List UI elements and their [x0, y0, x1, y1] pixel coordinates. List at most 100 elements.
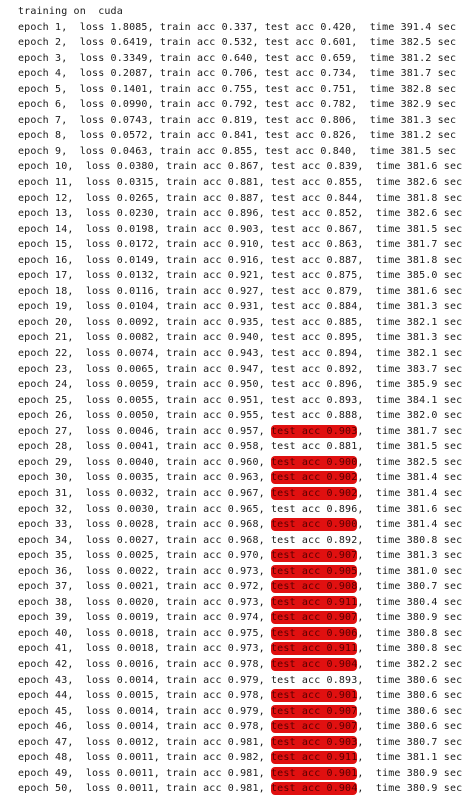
log-line-prefix: epoch 2, loss 0.6419, train acc 0.532,: [18, 37, 265, 49]
test-acc-value: test acc 0.734: [264, 68, 352, 80]
log-line-time: , time 380.4 sec: [357, 596, 463, 608]
test-acc-value: test acc 0.893: [271, 674, 358, 686]
log-line-time: , time 381.8 sec: [357, 254, 463, 266]
log-line-time: , time 381.5 sec: [351, 145, 457, 157]
log-line-prefix: epoch 41, loss 0.0018, train acc 0.973,: [18, 643, 271, 655]
log-line-time: , time 380.9 sec: [357, 767, 463, 779]
log-line-prefix: epoch 16, loss 0.0149, train acc 0.916,: [18, 254, 271, 266]
test-acc-value: test acc 0.751: [264, 83, 352, 95]
log-line-prefix: epoch 44, loss 0.0015, train acc 0.978,: [18, 690, 271, 702]
test-acc-value: test acc 0.885: [271, 316, 358, 328]
log-line: epoch 16, loss 0.0149, train acc 0.916, …: [18, 253, 471, 269]
log-line: epoch 5, loss 0.1401, train acc 0.755, t…: [18, 82, 471, 98]
test-acc-highlight: test acc 0.902: [271, 471, 358, 485]
log-line-time: , time 381.4 sec: [357, 519, 463, 531]
test-acc-value: test acc 0.879: [271, 285, 358, 297]
log-line-prefix: epoch 6, loss 0.0990, train acc 0.792,: [18, 99, 265, 111]
log-line: epoch 17, loss 0.0132, train acc 0.921, …: [18, 268, 471, 284]
log-line: epoch 39, loss 0.0019, train acc 0.974, …: [18, 610, 471, 626]
log-line-prefix: epoch 23, loss 0.0065, train acc 0.947,: [18, 363, 271, 375]
log-line-time: , time 381.7 sec: [357, 425, 463, 437]
log-line: epoch 14, loss 0.0198, train acc 0.903, …: [18, 222, 471, 238]
log-line-time: , time 381.2 sec: [351, 130, 457, 142]
log-line-prefix: epoch 39, loss 0.0019, train acc 0.974,: [18, 612, 271, 624]
log-line-time: , time 382.6 sec: [357, 177, 463, 189]
log-line: epoch 35, loss 0.0025, train acc 0.970, …: [18, 548, 471, 564]
log-line: epoch 12, loss 0.0265, train acc 0.887, …: [18, 191, 471, 207]
log-line-time: , time 381.7 sec: [357, 239, 463, 251]
log-line: epoch 30, loss 0.0035, train acc 0.963, …: [18, 470, 471, 486]
log-line-time: , time 381.8 sec: [357, 192, 463, 204]
log-line-time: , time 380.6 sec: [357, 690, 463, 702]
log-line-time: , time 382.8 sec: [351, 83, 457, 95]
log-line: epoch 10, loss 0.0380, train acc 0.867, …: [18, 159, 471, 175]
log-line-prefix: epoch 17, loss 0.0132, train acc 0.921,: [18, 270, 271, 282]
log-line: epoch 40, loss 0.0018, train acc 0.975, …: [18, 626, 471, 642]
log-line-prefix: epoch 19, loss 0.0104, train acc 0.931,: [18, 301, 271, 313]
log-line-time: , time 382.2 sec: [357, 658, 463, 670]
test-acc-highlight: test acc 0.904: [271, 782, 358, 796]
log-line-prefix: epoch 45, loss 0.0014, train acc 0.979,: [18, 705, 271, 717]
log-line-prefix: epoch 5, loss 0.1401, train acc 0.755,: [18, 83, 265, 95]
log-line-prefix: epoch 47, loss 0.0012, train acc 0.981,: [18, 736, 271, 748]
header-line: training on cuda: [18, 6, 123, 17]
test-acc-value: test acc 0.892: [271, 534, 358, 546]
log-line-time: , time 381.5 sec: [357, 441, 463, 453]
log-line: epoch 37, loss 0.0021, train acc 0.972, …: [18, 579, 471, 595]
log-line-time: , time 381.1 sec: [357, 752, 463, 764]
log-line-time: , time 380.8 sec: [357, 643, 463, 655]
log-line-prefix: epoch 22, loss 0.0074, train acc 0.943,: [18, 348, 271, 360]
log-line-time: , time 382.5 sec: [351, 37, 457, 49]
log-line-time: , time 382.6 sec: [357, 208, 463, 220]
test-acc-value: test acc 0.839: [271, 161, 358, 173]
log-line-prefix: epoch 34, loss 0.0027, train acc 0.968,: [18, 534, 271, 546]
log-line: epoch 28, loss 0.0041, train acc 0.958, …: [18, 439, 471, 455]
log-line-prefix: epoch 8, loss 0.0572, train acc 0.841,: [18, 130, 265, 142]
log-line-prefix: epoch 49, loss 0.0011, train acc 0.981,: [18, 767, 271, 779]
log-line: epoch 32, loss 0.0030, train acc 0.965, …: [18, 502, 471, 518]
test-acc-highlight: test acc 0.907: [271, 549, 358, 563]
log-line: epoch 46, loss 0.0014, train acc 0.978, …: [18, 719, 471, 735]
test-acc-highlight: test acc 0.911: [271, 642, 358, 656]
test-acc-highlight: test acc 0.907: [271, 720, 358, 734]
test-acc-highlight: test acc 0.904: [271, 657, 358, 671]
log-line-time: , time 381.6 sec: [357, 285, 463, 297]
log-line-time: , time 391.4 sec: [351, 21, 457, 33]
test-acc-highlight: test acc 0.911: [271, 595, 358, 609]
log-line-time: , time 381.7 sec: [351, 68, 457, 80]
log-line-prefix: epoch 43, loss 0.0014, train acc 0.979,: [18, 674, 271, 686]
log-line-prefix: epoch 14, loss 0.0198, train acc 0.903,: [18, 223, 271, 235]
log-line: epoch 23, loss 0.0065, train acc 0.947, …: [18, 362, 471, 378]
log-line: epoch 8, loss 0.0572, train acc 0.841, t…: [18, 128, 471, 144]
log-line-prefix: epoch 10, loss 0.0380, train acc 0.867,: [18, 161, 271, 173]
log-line: epoch 25, loss 0.0055, train acc 0.951, …: [18, 393, 471, 409]
log-line-time: , time 385.9 sec: [357, 379, 463, 391]
test-acc-value: test acc 0.894: [271, 348, 358, 360]
log-line: epoch 38, loss 0.0020, train acc 0.973, …: [18, 595, 471, 611]
log-line: epoch 22, loss 0.0074, train acc 0.943, …: [18, 346, 471, 362]
log-line-prefix: epoch 26, loss 0.0050, train acc 0.955,: [18, 410, 271, 422]
log-line: epoch 9, loss 0.0463, train acc 0.855, t…: [18, 144, 471, 160]
log-line: epoch 7, loss 0.0743, train acc 0.819, t…: [18, 113, 471, 129]
log-line: epoch 27, loss 0.0046, train acc 0.957, …: [18, 424, 471, 440]
test-acc-highlight: test acc 0.901: [271, 689, 358, 703]
log-line-time: , time 382.5 sec: [357, 456, 463, 468]
test-acc-value: test acc 0.896: [271, 503, 358, 515]
log-line: epoch 11, loss 0.0315, train acc 0.881, …: [18, 175, 471, 191]
test-acc-value: test acc 0.806: [264, 114, 352, 126]
log-line-prefix: epoch 25, loss 0.0055, train acc 0.951,: [18, 394, 271, 406]
test-acc-value: test acc 0.888: [271, 410, 358, 422]
log-line: epoch 48, loss 0.0011, train acc 0.982, …: [18, 750, 471, 766]
log-line: epoch 18, loss 0.0116, train acc 0.927, …: [18, 284, 471, 300]
log-line-prefix: epoch 13, loss 0.0230, train acc 0.896,: [18, 208, 271, 220]
log-line-time: , time 385.0 sec: [357, 270, 463, 282]
log-line: epoch 15, loss 0.0172, train acc 0.910, …: [18, 237, 471, 253]
test-acc-value: test acc 0.895: [271, 332, 358, 344]
test-acc-value: test acc 0.896: [271, 379, 358, 391]
log-line-time: , time 381.3 sec: [357, 550, 463, 562]
test-acc-value: test acc 0.659: [264, 52, 352, 64]
log-line: epoch 26, loss 0.0050, train acc 0.955, …: [18, 408, 471, 424]
log-line-time: , time 381.5 sec: [357, 223, 463, 235]
log-line: epoch 6, loss 0.0990, train acc 0.792, t…: [18, 97, 471, 113]
